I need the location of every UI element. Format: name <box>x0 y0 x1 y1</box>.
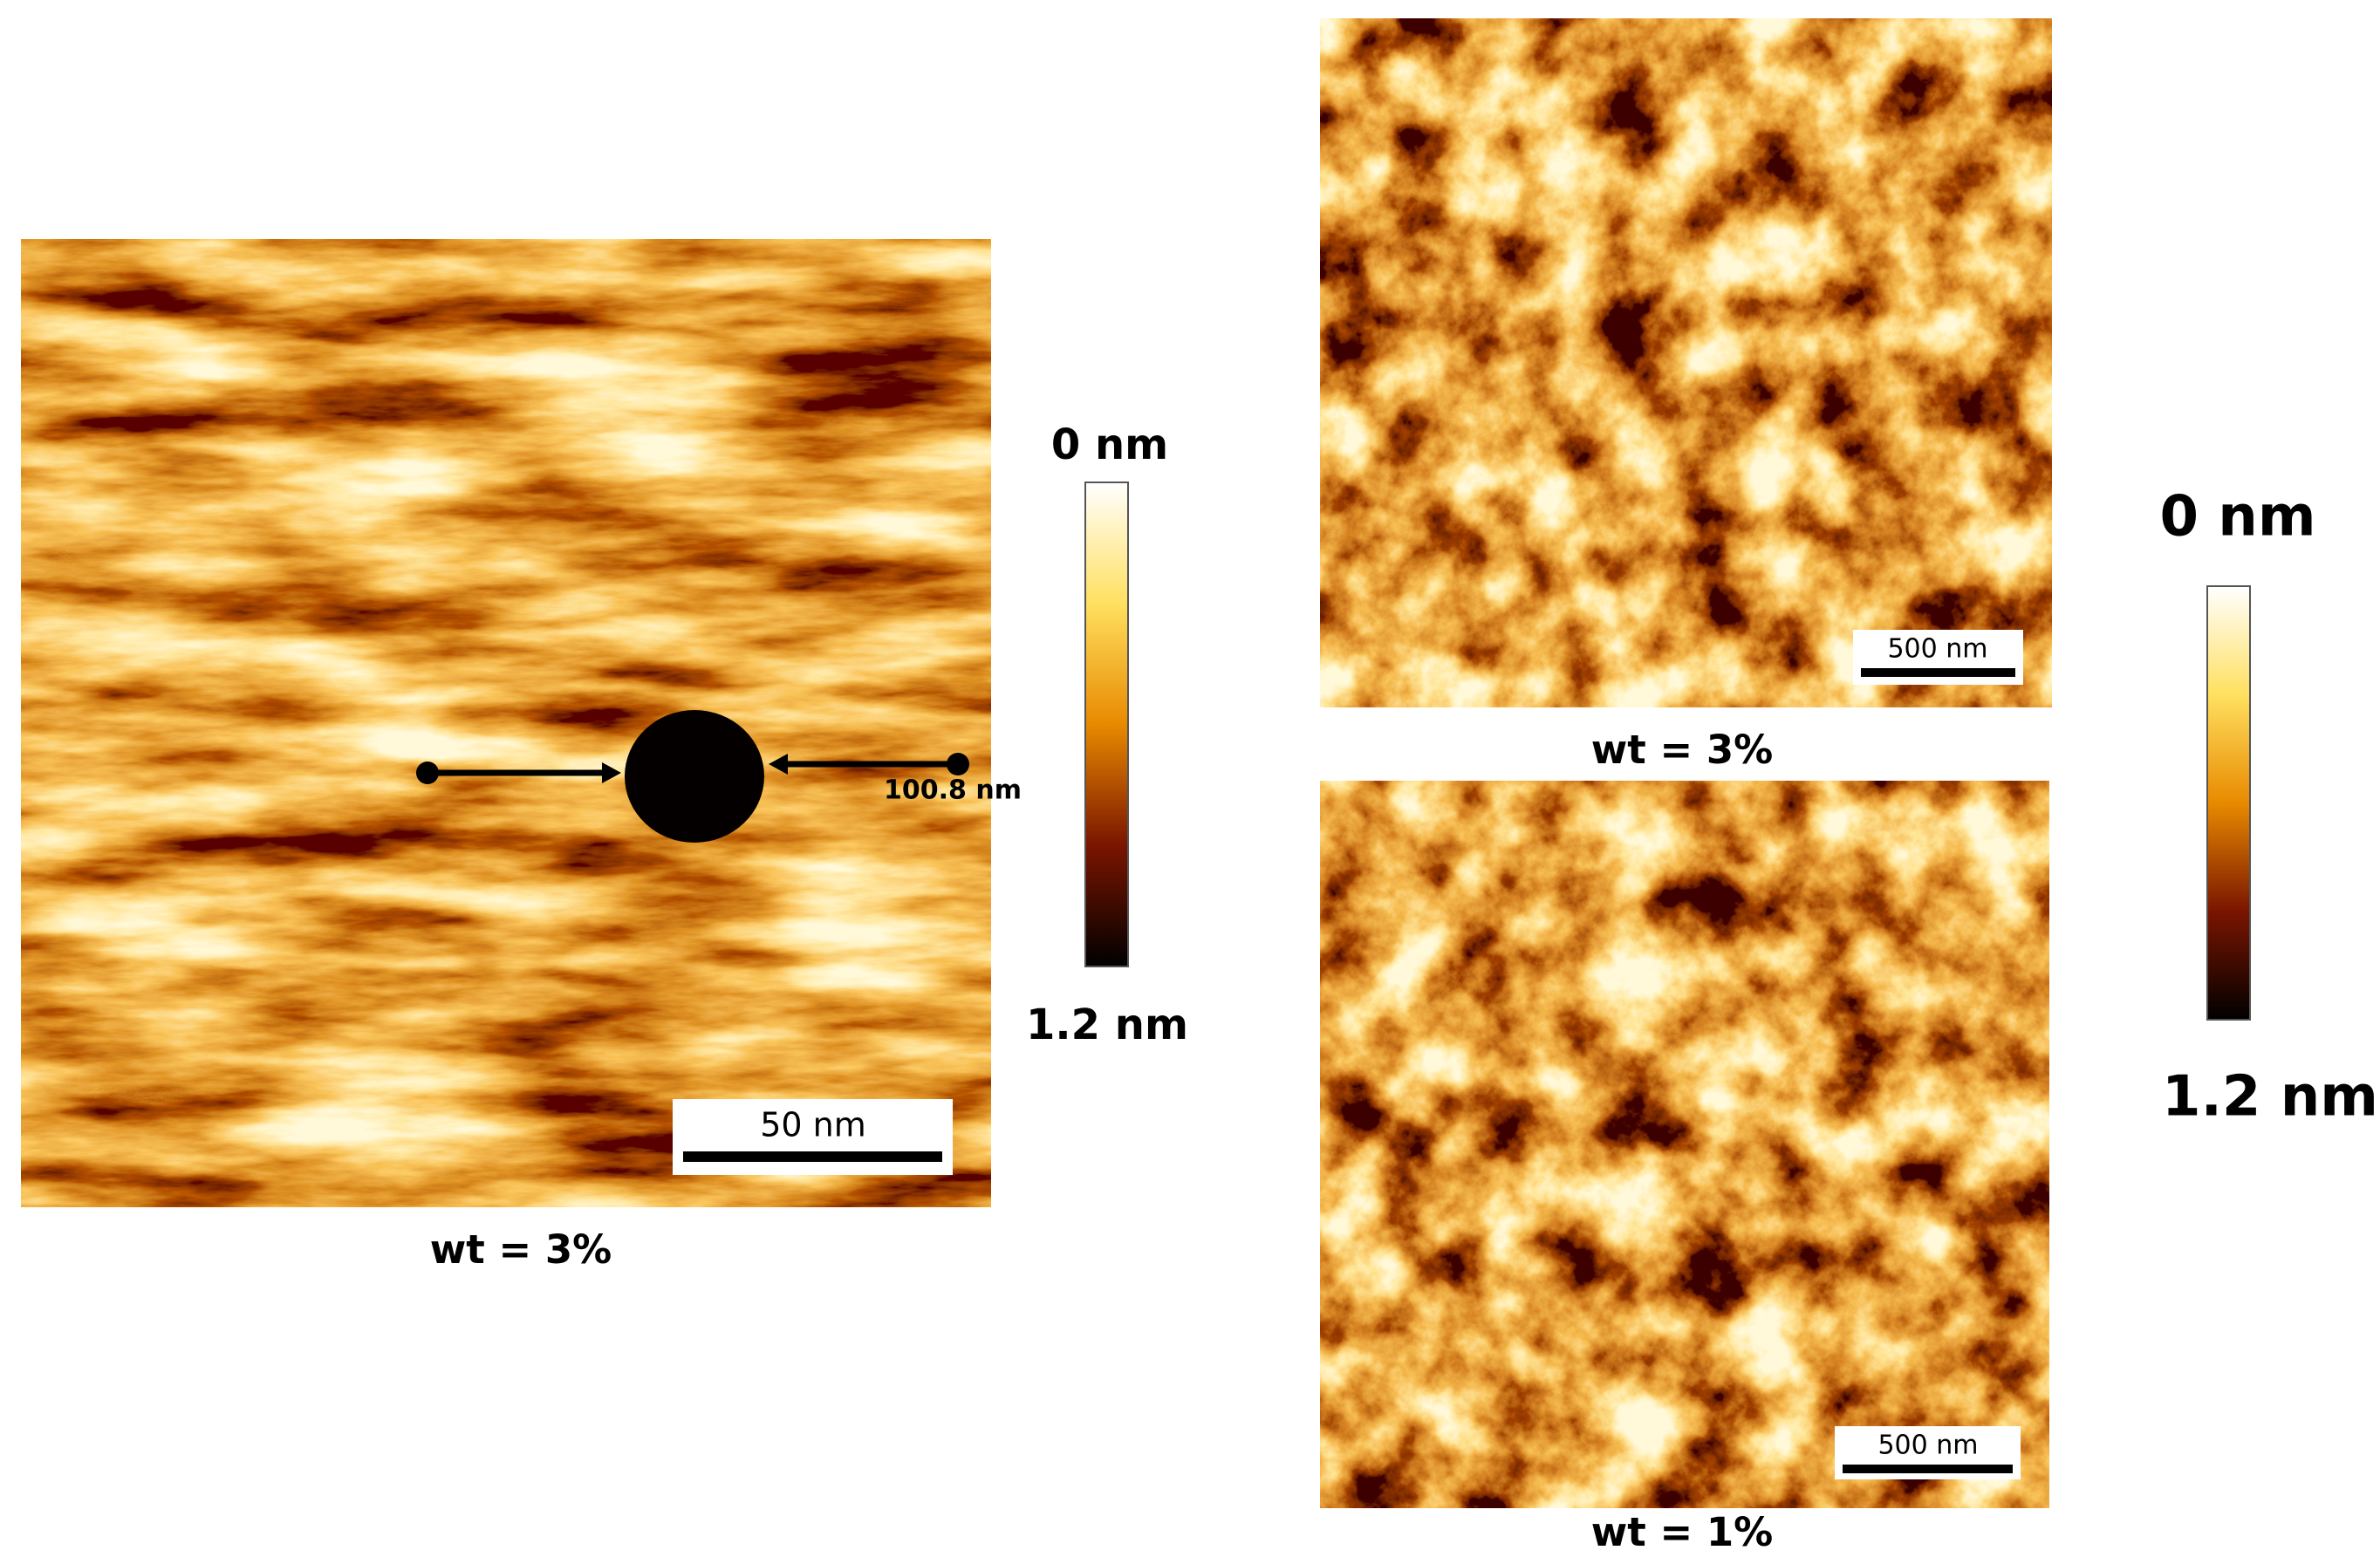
scale-bar-label: 500 nm <box>1887 634 1987 665</box>
scale-bar <box>1861 668 2015 677</box>
colorbar <box>1084 481 1129 967</box>
measure-dot <box>416 762 439 784</box>
scale-bar-box <box>673 1099 953 1175</box>
arrow-head <box>769 754 788 775</box>
measure-dot <box>947 753 969 775</box>
caption: wt = 3% <box>1591 727 1774 773</box>
dark-domain <box>625 710 764 843</box>
caption: wt = 1% <box>1591 1509 1774 1555</box>
colorbar-bottom-label: 1.2 nm <box>2162 1065 2378 1130</box>
panel-left: 100.8 nm 50 nm wt = 3% <box>21 239 1022 1273</box>
afm-image <box>1320 18 2052 707</box>
arrow-head <box>602 762 621 783</box>
measurement-label: 100.8 nm <box>884 775 1022 806</box>
scale-bar-label: 50 nm <box>760 1106 866 1144</box>
scale-bar <box>683 1151 942 1162</box>
colorbar-left: 0 nm 1.2 nm <box>1026 420 1188 1049</box>
colorbar-right: 0 nm 1.2 nm <box>2159 485 2377 1130</box>
colorbar-top-label: 0 nm <box>2159 485 2315 550</box>
colorbar-bottom-label: 1.2 nm <box>1026 1001 1188 1049</box>
panel-right-bottom: 500 nm wt = 1% <box>1320 781 2049 1555</box>
colorbar <box>2206 585 2251 1021</box>
afm-image <box>1320 781 2049 1508</box>
panel-right-top: 500 nm wt = 3% <box>1320 18 2052 773</box>
afm-image <box>21 239 991 1207</box>
scale-bar-label: 500 nm <box>1877 1431 1978 1461</box>
caption: wt = 3% <box>430 1226 612 1273</box>
scale-bar <box>1843 1465 2013 1473</box>
colorbar-top-label: 0 nm <box>1051 420 1168 469</box>
